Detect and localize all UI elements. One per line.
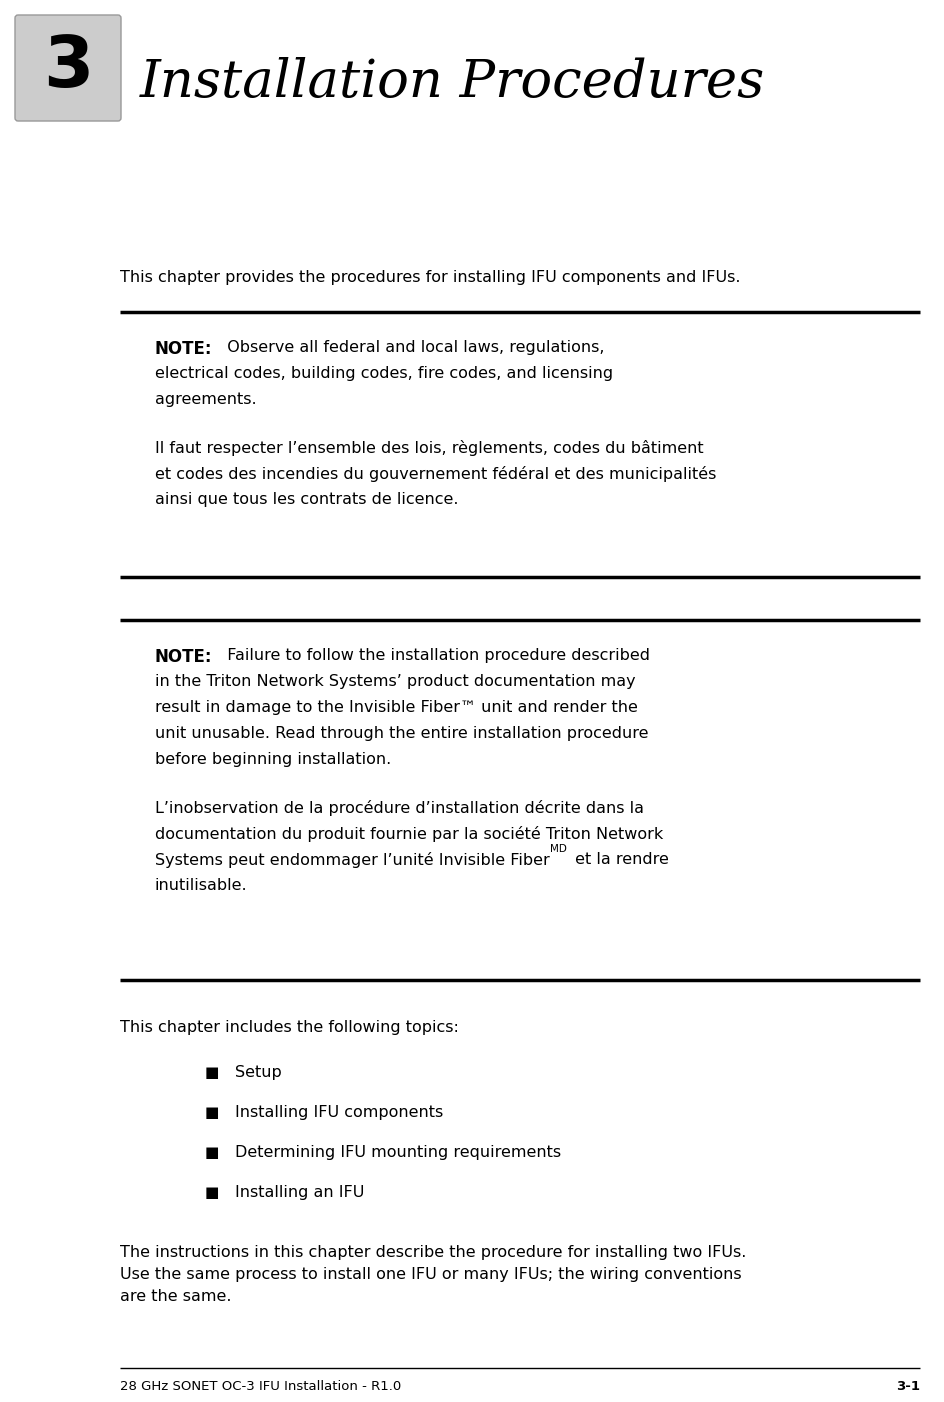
Text: documentation du produit fournie par la société Triton Network: documentation du produit fournie par la … [155, 826, 663, 843]
Text: Use the same process to install one IFU or many IFUs; the wiring conventions: Use the same process to install one IFU … [120, 1267, 741, 1281]
Text: electrical codes, building codes, fire codes, and licensing: electrical codes, building codes, fire c… [155, 366, 613, 381]
Text: L’inobservation de la procédure d’installation décrite dans la: L’inobservation de la procédure d’instal… [155, 801, 643, 816]
Text: et la rendre: et la rendre [569, 852, 668, 866]
Text: ■: ■ [205, 1185, 219, 1200]
Text: Observe all federal and local laws, regulations,: Observe all federal and local laws, regu… [217, 341, 604, 355]
Text: MD: MD [549, 844, 566, 854]
Text: The instructions in this chapter describe the procedure for installing two IFUs.: The instructions in this chapter describ… [120, 1245, 746, 1260]
Text: 28 GHz SONET OC-3 IFU Installation - R1.0: 28 GHz SONET OC-3 IFU Installation - R1.… [120, 1380, 401, 1394]
Text: agreements.: agreements. [155, 393, 257, 407]
Text: Determining IFU mounting requirements: Determining IFU mounting requirements [235, 1145, 561, 1159]
Text: NOTE:: NOTE: [155, 341, 212, 358]
Text: 3: 3 [42, 34, 93, 102]
Text: are the same.: are the same. [120, 1288, 231, 1304]
Text: ■: ■ [205, 1105, 219, 1120]
Text: Il faut respecter l’ensemble des lois, règlements, codes du bâtiment: Il faut respecter l’ensemble des lois, r… [155, 440, 703, 456]
Text: ainsi que tous les contrats de licence.: ainsi que tous les contrats de licence. [155, 492, 458, 508]
Text: inutilisable.: inutilisable. [155, 878, 247, 893]
Text: et codes des incendies du gouvernement fédéral et des municipalités: et codes des incendies du gouvernement f… [155, 465, 716, 482]
Text: result in damage to the Invisible Fiber™ unit and render the: result in damage to the Invisible Fiber™… [155, 700, 637, 715]
Text: Setup: Setup [235, 1066, 281, 1080]
Text: ■: ■ [205, 1066, 219, 1080]
Text: ■: ■ [205, 1145, 219, 1159]
Text: Systems peut endommager l’unité Invisible Fiber: Systems peut endommager l’unité Invisibl… [155, 852, 549, 868]
Text: Failure to follow the installation procedure described: Failure to follow the installation proce… [217, 648, 649, 663]
Text: This chapter includes the following topics:: This chapter includes the following topi… [120, 1021, 459, 1035]
Text: Installation Procedures: Installation Procedures [140, 57, 765, 108]
Text: unit unusable. Read through the entire installation procedure: unit unusable. Read through the entire i… [155, 726, 648, 742]
Text: before beginning installation.: before beginning installation. [155, 751, 391, 767]
Text: 3-1: 3-1 [895, 1380, 919, 1394]
Text: Installing IFU components: Installing IFU components [235, 1105, 443, 1120]
Text: Installing an IFU: Installing an IFU [235, 1185, 364, 1200]
FancyBboxPatch shape [15, 15, 121, 121]
Text: This chapter provides the procedures for installing IFU components and IFUs.: This chapter provides the procedures for… [120, 271, 740, 285]
Text: in the Triton Network Systems’ product documentation may: in the Triton Network Systems’ product d… [155, 674, 635, 688]
Text: NOTE:: NOTE: [155, 648, 212, 666]
